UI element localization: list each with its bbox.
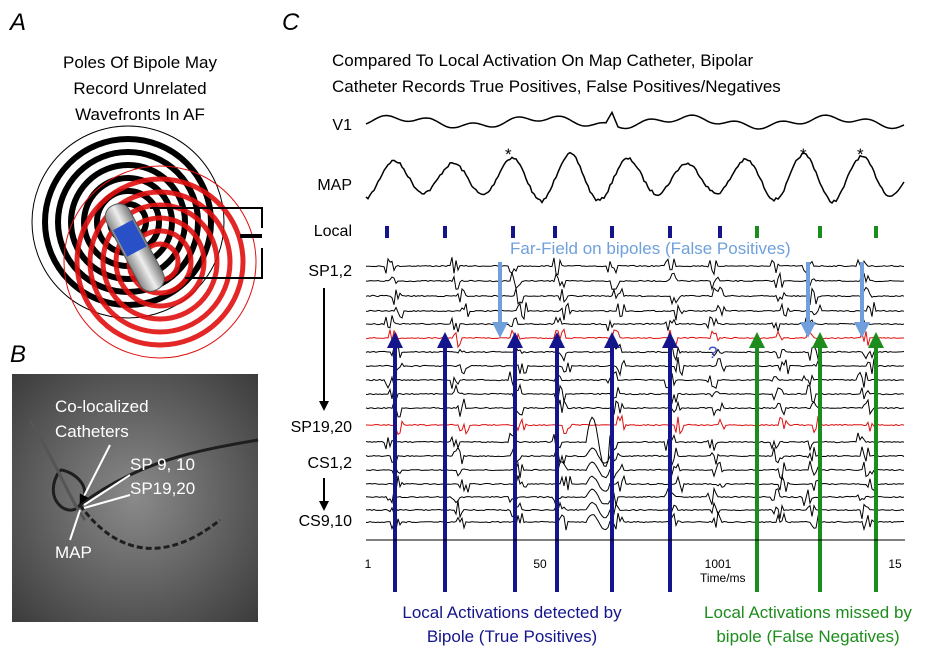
bipole-trace [365, 398, 905, 418]
traces [365, 110, 905, 532]
bipole-trace [365, 474, 905, 494]
red-ring [63, 165, 257, 359]
question-mark: ? [708, 343, 717, 362]
axis-label: Time/ms [700, 571, 746, 585]
bipole-trace [365, 486, 905, 508]
image-label: MAP [55, 543, 92, 562]
title-line: Compared To Local Activation On Map Cath… [332, 51, 753, 70]
title-line: Catheter Records True Positives, False P… [332, 77, 781, 96]
bipole-trace [365, 500, 905, 520]
pointer [79, 444, 111, 505]
caption-line: Bipole (True Positives) [427, 627, 597, 646]
caption-line: Local Activations detected by [402, 603, 622, 622]
catheter-shadows [28, 419, 259, 550]
catheter-shadow [78, 504, 221, 550]
arrows [387, 262, 884, 592]
catheter-shadow [28, 419, 87, 521]
bipole-catheter [104, 203, 165, 292]
bipole-trace [366, 257, 905, 276]
channel-label: MAP [317, 177, 352, 194]
bipole-trace [365, 446, 905, 466]
image-label: SP 9, 10 [130, 455, 195, 474]
bipole-trace [365, 416, 905, 467]
caption-line: Local Activations missed by [704, 603, 912, 622]
black-ring [68, 162, 188, 282]
wire [185, 248, 263, 279]
red-ring [100, 202, 220, 322]
bipole-trace [365, 315, 905, 333]
bipole-trace [365, 302, 905, 321]
axis-label: 50 [533, 557, 547, 571]
bipole-trace [365, 286, 905, 306]
red-ring [113, 215, 207, 309]
image-label: SP19,20 [130, 479, 195, 498]
circuit [150, 207, 263, 279]
caption-line: Poles Of Bipole May [63, 53, 218, 72]
bipole-trace [365, 355, 905, 377]
black-ring [42, 136, 214, 308]
channel-label: CS1,2 [308, 455, 353, 472]
bipole-trace [365, 371, 905, 390]
panel-label: C [282, 9, 300, 36]
map-trace [365, 151, 905, 205]
panel-label: A [8, 9, 26, 36]
bipole-trace [365, 510, 905, 532]
image-label: Catheters [55, 422, 129, 441]
axis-label: 15 [888, 557, 902, 571]
wire [150, 207, 263, 228]
catheter-pole [113, 219, 147, 257]
channel-label: V1 [332, 117, 352, 134]
channel-label: SP19,20 [291, 419, 352, 436]
caption-line: bipole (False Negatives) [716, 627, 899, 646]
v1-trace [365, 110, 905, 130]
catheter-shadow [79, 438, 259, 507]
asterisk: * [857, 145, 864, 164]
channel-label: SP1,2 [308, 263, 352, 280]
channel-label: Local [314, 223, 352, 240]
fluoroscopy-image [12, 374, 258, 622]
panel-label: B [10, 341, 26, 368]
channel-label: CS9,10 [299, 513, 352, 530]
bipole-trace [366, 271, 905, 291]
wavefront-rings [31, 125, 257, 359]
asterisk: * [800, 145, 807, 164]
red-trace [365, 414, 905, 436]
bipole-trace [365, 383, 905, 405]
axis-label: 1001 [705, 557, 732, 571]
bipole-trace [366, 460, 904, 481]
far-field-note: Far-Field on bipoles (False Positives) [510, 239, 791, 258]
image-label: Co-localized [55, 397, 149, 416]
pointer [69, 509, 81, 541]
axis-label: 1 [365, 557, 372, 571]
black-ring [31, 125, 225, 319]
red-ring [74, 176, 246, 348]
pointer [83, 474, 131, 506]
red-ring [87, 189, 233, 335]
pointer [83, 494, 131, 509]
asterisk: * [505, 145, 512, 164]
caption-line: Record Unrelated [73, 79, 206, 98]
caption-line: Wavefronts In AF [75, 105, 205, 124]
annotation-lines [69, 444, 131, 541]
